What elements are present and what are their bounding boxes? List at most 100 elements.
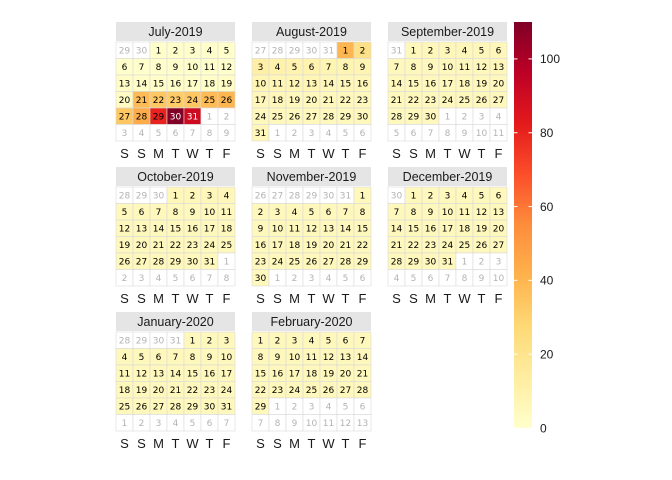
day-label: 10 <box>221 353 233 363</box>
month-header <box>116 22 235 41</box>
day-label: 1 <box>258 336 264 346</box>
weekday-label: F <box>223 291 231 306</box>
day-label: 26 <box>136 402 148 412</box>
day-label: 28 <box>289 191 301 201</box>
day-label: 10 <box>306 419 318 429</box>
day-label: 5 <box>394 129 400 139</box>
weekday-label: T <box>172 146 180 161</box>
day-label: 14 <box>153 224 165 234</box>
day-label: 22 <box>170 241 181 251</box>
day-label: 10 <box>442 208 454 218</box>
day-label: 22 <box>187 386 198 396</box>
day-label: 4 <box>292 208 298 218</box>
month-header <box>116 167 235 186</box>
day-label: 5 <box>343 402 349 412</box>
day-label: 6 <box>156 353 162 363</box>
month-title: October-2019 <box>137 170 213 184</box>
day-label: 2 <box>224 112 230 122</box>
day-label: 30 <box>204 402 216 412</box>
day-label: 7 <box>360 336 366 346</box>
day-label: 29 <box>357 257 369 267</box>
day-label: 31 <box>255 129 266 139</box>
weekday-label: M <box>289 146 300 161</box>
day-label: 1 <box>224 257 230 267</box>
day-label: 30 <box>187 257 199 267</box>
day-label: 28 <box>340 257 352 267</box>
day-label: 4 <box>207 46 213 56</box>
day-label: 5 <box>190 419 196 429</box>
day-label: 14 <box>391 224 403 234</box>
day-label: 21 <box>340 241 351 251</box>
weekday-label: F <box>359 146 367 161</box>
day-label: 25 <box>459 241 470 251</box>
weekday-label: S <box>392 291 401 306</box>
day-label: 25 <box>204 96 215 106</box>
weekday-label: S <box>137 291 146 306</box>
day-label: 7 <box>326 63 332 73</box>
day-label: 15 <box>255 369 266 379</box>
day-label: 31 <box>391 46 402 56</box>
day-cell <box>489 269 508 287</box>
day-label: 5 <box>479 191 485 201</box>
weekday-label: T <box>342 436 350 451</box>
day-label: 1 <box>122 419 128 429</box>
day-label: 6 <box>343 336 349 346</box>
day-label: 5 <box>309 208 315 218</box>
day-label: 25 <box>221 241 232 251</box>
day-label: 4 <box>139 129 145 139</box>
day-label: 9 <box>275 353 281 363</box>
day-label: 2 <box>428 46 434 56</box>
day-label: 2 <box>122 274 128 284</box>
month-header <box>116 312 235 331</box>
day-label: 28 <box>323 112 335 122</box>
day-label: 19 <box>119 241 131 251</box>
month-title: August-2019 <box>276 25 347 39</box>
weekday-label: M <box>425 291 436 306</box>
day-label: 27 <box>306 112 317 122</box>
colorbar-tick-label: 60 <box>540 200 554 214</box>
day-label: 20 <box>340 369 352 379</box>
day-label: 19 <box>306 241 318 251</box>
day-label: 11 <box>204 63 215 73</box>
day-label: 14 <box>170 369 182 379</box>
day-label: 21 <box>170 386 181 396</box>
day-label: 30 <box>136 46 148 56</box>
day-label: 27 <box>272 191 283 201</box>
day-label: 25 <box>272 112 283 122</box>
day-label: 29 <box>306 191 318 201</box>
day-label: 3 <box>190 46 196 56</box>
day-label: 17 <box>255 96 266 106</box>
colorbar-tick-label: 20 <box>540 347 554 361</box>
day-label: 11 <box>119 369 130 379</box>
day-label: 28 <box>391 257 403 267</box>
day-label: 1 <box>156 46 162 56</box>
weekday-label: W <box>186 146 199 161</box>
day-label: 6 <box>360 402 366 412</box>
weekday-label: S <box>273 291 282 306</box>
day-label: 16 <box>425 224 437 234</box>
weekday-label: F <box>495 291 503 306</box>
day-label: 13 <box>119 79 130 89</box>
day-label: 7 <box>139 63 145 73</box>
day-label: 3 <box>309 274 315 284</box>
day-label: 25 <box>289 257 300 267</box>
weekday-label: S <box>409 291 418 306</box>
day-label: 15 <box>187 369 198 379</box>
day-label: 5 <box>122 208 128 218</box>
day-label: 31 <box>221 402 232 412</box>
day-cell <box>489 124 508 142</box>
day-label: 3 <box>207 191 213 201</box>
month-title: February-2020 <box>271 315 353 329</box>
day-label: 28 <box>391 112 403 122</box>
day-label: 5 <box>479 46 485 56</box>
day-label: 25 <box>306 386 317 396</box>
day-label: 3 <box>156 419 162 429</box>
day-label: 29 <box>408 257 420 267</box>
day-label: 1 <box>445 112 451 122</box>
day-label: 5 <box>411 274 417 284</box>
day-label: 10 <box>476 129 488 139</box>
weekday-label: T <box>172 436 180 451</box>
day-label: 2 <box>275 336 281 346</box>
day-label: 4 <box>462 191 468 201</box>
